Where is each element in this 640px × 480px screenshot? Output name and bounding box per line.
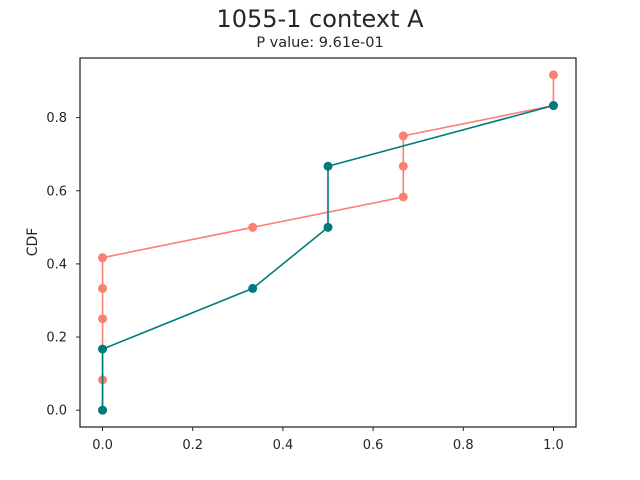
y-axis: 0.0 0.2 0.4 0.6 0.8 xyxy=(46,111,80,419)
series-1-point xyxy=(398,161,408,171)
series-2-point xyxy=(98,405,108,415)
y-tick-label: 0.0 xyxy=(46,404,67,419)
series-1-point xyxy=(398,131,408,141)
series-2-line xyxy=(101,104,554,411)
series-1-point xyxy=(548,70,558,80)
series-2-point xyxy=(248,283,258,293)
x-tick-label: 0.6 xyxy=(363,438,384,453)
x-tick-label: 0.2 xyxy=(182,438,203,453)
y-tick-label: 0.4 xyxy=(46,257,67,272)
y-axis-label: CDF xyxy=(25,228,41,257)
series-layer xyxy=(98,70,558,415)
series-2 xyxy=(98,101,558,415)
y-tick-label: 0.2 xyxy=(46,331,67,346)
series-1-point xyxy=(98,253,108,263)
series-1-line xyxy=(101,74,555,411)
chart-subtitle: P value: 9.61e-01 xyxy=(256,35,384,51)
x-tick-label: 1.0 xyxy=(543,438,564,453)
series-1 xyxy=(98,70,558,415)
series-1-point xyxy=(98,283,108,293)
x-axis: 0.0 0.2 0.4 0.6 0.8 1.0 xyxy=(92,427,564,453)
x-tick-label: 0.0 xyxy=(92,438,113,453)
y-tick-label: 0.8 xyxy=(46,111,67,126)
x-tick-label: 0.8 xyxy=(453,438,474,453)
series-2-point xyxy=(548,101,558,111)
x-tick-label: 0.4 xyxy=(273,438,294,453)
y-tick-label: 0.6 xyxy=(46,184,67,199)
series-2-point xyxy=(98,344,108,354)
series-1-point xyxy=(398,192,408,202)
series-1-point xyxy=(248,222,258,232)
chart-title: 1055-1 context A xyxy=(216,5,424,33)
series-1-point xyxy=(98,314,108,324)
series-2-point xyxy=(323,222,333,232)
axes-frame xyxy=(79,57,577,428)
series-2-point xyxy=(323,161,333,171)
